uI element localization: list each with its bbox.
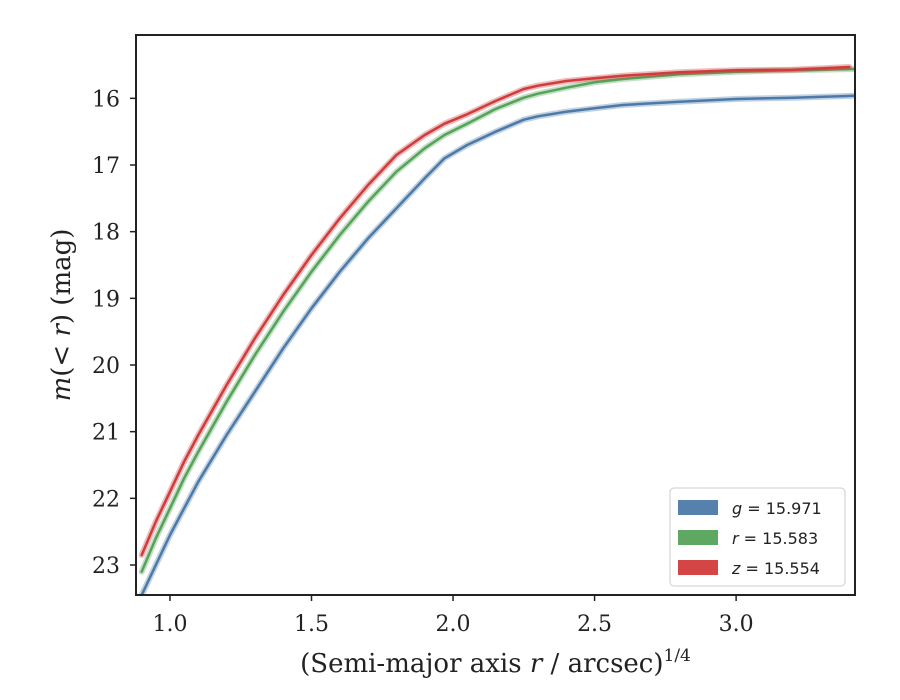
y-tick-label: 16 (92, 87, 120, 112)
series-line-z (140, 65, 851, 557)
x-tick-label: 2.5 (577, 612, 612, 637)
x-axis-label-text: (Semi-major axis r / arcsec)1/4 (300, 646, 691, 679)
y-tick-label: 17 (92, 154, 120, 179)
x-tick-label: 1.5 (294, 612, 329, 637)
legend-swatch (678, 500, 718, 515)
y-tick-label: 21 (92, 421, 120, 446)
y-axis-label-text: m(< r) (mag) (47, 229, 77, 402)
y-tick-label: 20 (92, 354, 120, 379)
plot-frame (135, 34, 856, 596)
x-axis-label: (Semi-major axis r / arcsec)1/4 (300, 646, 691, 679)
legend: g = 15.971 r = 15.583 z = 15.554 (669, 487, 846, 587)
y-tick-label: 23 (92, 554, 120, 579)
legend-swatch (678, 530, 718, 545)
series-layer (138, 64, 855, 595)
y-tick-label: 22 (92, 487, 120, 512)
y-axis-label: m(< r) (mag) (47, 229, 77, 402)
series-line-g (140, 94, 855, 595)
x-axis: 1.0 1.5 2.0 2.5 3.0 (152, 595, 754, 637)
legend-label: g = 15.971 (732, 499, 822, 518)
legend-item-r: r = 15.583 (678, 529, 818, 548)
legend-label: r = 15.583 (732, 529, 818, 548)
legend-item-z: z = 15.554 (678, 559, 820, 578)
series-band-z (138, 64, 853, 558)
series-line-r (140, 67, 855, 573)
legend-label: z = 15.554 (731, 559, 820, 578)
legend-swatch (678, 560, 718, 575)
y-tick-label: 19 (92, 287, 120, 312)
x-tick-label: 2.0 (436, 612, 471, 637)
y-tick-label: 18 (92, 221, 120, 246)
x-tick-label: 3.0 (719, 612, 754, 637)
legend-item-g: g = 15.971 (678, 499, 822, 518)
x-tick-label: 1.0 (152, 612, 187, 637)
y-axis: 16 17 18 19 20 21 22 23 (92, 87, 136, 579)
